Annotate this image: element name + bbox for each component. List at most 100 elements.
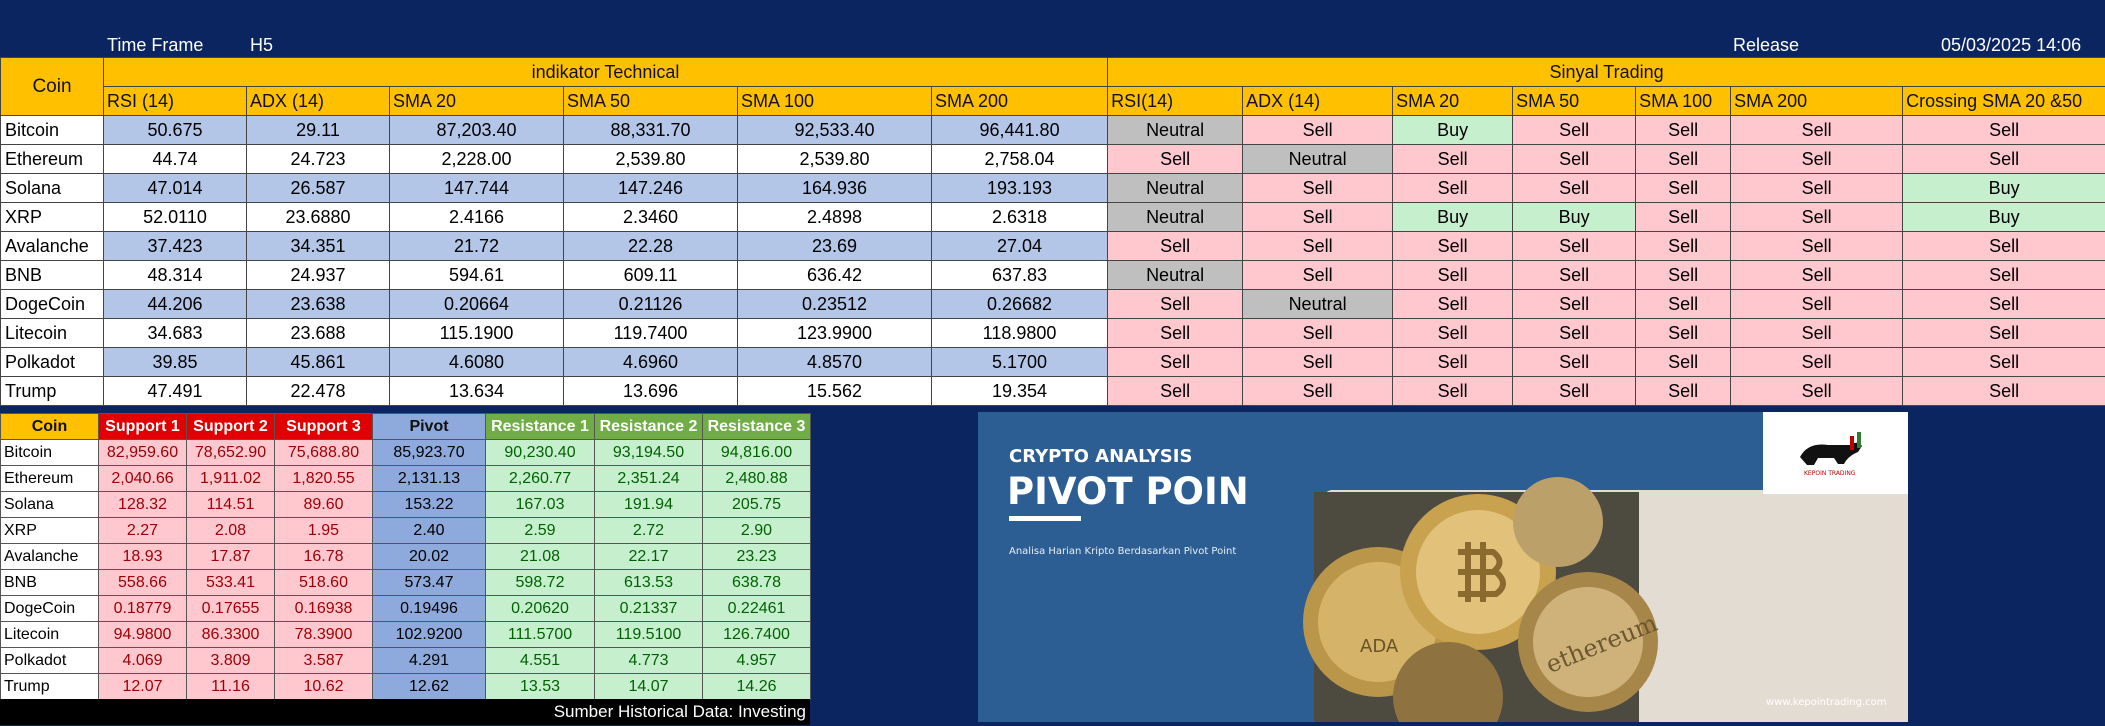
signal-value: Sell — [1635, 260, 1732, 290]
coin-name: Solana — [0, 173, 104, 203]
coin-name: Polkadot — [0, 347, 104, 377]
indicator-value: 50.675 — [103, 115, 247, 145]
signal-value: Buy — [1902, 202, 2105, 232]
resistance-value: 126.7400 — [702, 621, 811, 648]
coin-name: BNB — [0, 260, 104, 290]
data-source-text: Sumber Historical Data: Investing — [553, 702, 806, 721]
signal-value: Sell — [1635, 231, 1732, 261]
pivot-value: 2,131.13 — [372, 465, 486, 492]
support-value: 78,652.90 — [186, 439, 275, 466]
support-value: 11.16 — [186, 673, 275, 700]
coin-header: Coin — [0, 57, 104, 116]
resistance-value: 90,230.40 — [485, 439, 595, 466]
support-value: 2.08 — [186, 517, 275, 544]
support-value: 2,040.66 — [98, 465, 187, 492]
coin-name: Avalanche — [0, 543, 99, 570]
pivot-col-header: Resistance 1 — [485, 413, 595, 440]
signal-value: Sell — [1512, 318, 1637, 348]
indicator-value: 2,539.80 — [737, 144, 932, 174]
pivot-value: 102.9200 — [372, 621, 486, 648]
signal-value: Neutral — [1107, 173, 1244, 203]
indicator-value: 5.1700 — [930, 347, 1109, 377]
indicator-value: 88,331.70 — [563, 115, 738, 145]
signal-value: Sell — [1635, 202, 1732, 232]
signal-col-header: SMA 50 — [1512, 86, 1637, 116]
signal-value: Sell — [1902, 347, 2105, 377]
support-value: 86.3300 — [186, 621, 275, 648]
coin-name: Ethereum — [0, 465, 99, 492]
time-frame-value: H5 — [250, 35, 274, 55]
data-source-footer: Sumber Historical Data: Investing — [0, 699, 810, 725]
signal-value: Sell — [1242, 173, 1394, 203]
table-row: Trump 47.491 22.478 13.634 13.696 15.562 19.35… — [0, 376, 2105, 406]
support-value: 0.17655 — [186, 595, 275, 622]
resistance-value: 14.07 — [594, 673, 703, 700]
signal-value: Sell — [1242, 376, 1394, 406]
release-date: 05/03/2025 14:06 — [1941, 35, 2082, 55]
coin-ada-text: ADA — [1360, 636, 1399, 657]
indicator-value: 22.478 — [246, 376, 390, 406]
table-row: Avalanche 37.423 34.351 21.72 22.28 23.69 27.0… — [0, 231, 2105, 261]
resistance-value: 4.773 — [594, 647, 703, 674]
indicator-value: 119.7400 — [563, 318, 738, 348]
signal-value: Sell — [1635, 115, 1732, 145]
signal-value: Sell — [1902, 289, 2105, 319]
indicator-value: 15.562 — [737, 376, 932, 406]
signal-value: Sell — [1107, 376, 1244, 406]
signal-value: Sell — [1242, 347, 1394, 377]
signal-value: Sell — [1392, 347, 1514, 377]
banner-website: www.kepointrading.com — [1766, 697, 1886, 708]
support-value: 89.60 — [274, 491, 373, 518]
coin-name: Bitcoin — [0, 439, 99, 466]
support-value: 1.95 — [274, 517, 373, 544]
indicator-value: 115.1900 — [389, 318, 564, 348]
signal-value: Sell — [1730, 318, 1904, 348]
indicator-col-header: RSI (14) — [103, 86, 247, 116]
banner-title: PIVOT POIN — [1007, 470, 1249, 513]
resistance-value: 0.20620 — [485, 595, 595, 622]
support-value: 3.587 — [274, 647, 373, 674]
signal-value: Sell — [1242, 260, 1394, 290]
banner-underline — [1009, 516, 1081, 521]
indicator-value: 24.723 — [246, 144, 390, 174]
resistance-value: 4.551 — [485, 647, 595, 674]
signal-group-header: Sinyal Trading — [1107, 57, 2105, 87]
pivot-col-header: Support 3 — [274, 413, 373, 440]
resistance-value: 2,351.24 — [594, 465, 703, 492]
table-row: Solana 47.014 26.587 147.744 147.246 164.936 1… — [0, 173, 2105, 203]
support-value: 1,820.55 — [274, 465, 373, 492]
pivot-value: 2.40 — [372, 517, 486, 544]
signal-value: Buy — [1512, 202, 1637, 232]
indicator-value: 22.28 — [563, 231, 738, 261]
support-value: 75,688.80 — [274, 439, 373, 466]
indicator-value: 13.696 — [563, 376, 738, 406]
indicator-value: 0.26682 — [930, 289, 1109, 319]
support-value: 0.16938 — [274, 595, 373, 622]
resistance-value: 93,194.50 — [594, 439, 703, 466]
signal-value: Sell — [1902, 115, 2105, 145]
support-value: 128.32 — [98, 491, 187, 518]
indicator-value: 29.11 — [246, 115, 390, 145]
indicator-value: 19.354 — [930, 376, 1109, 406]
pivot-value: 12.62 — [372, 673, 486, 700]
coin-name: DogeCoin — [0, 595, 99, 622]
table-row: DogeCoin 44.206 23.638 0.20664 0.21126 0.2351… — [0, 289, 2105, 319]
pivot-value: 4.291 — [372, 647, 486, 674]
signal-value: Sell — [1635, 347, 1732, 377]
coin-name: XRP — [0, 517, 99, 544]
signal-value: Buy — [1392, 202, 1514, 232]
signal-value: Neutral — [1107, 202, 1244, 232]
indicator-value: 87,203.40 — [389, 115, 564, 145]
support-value: 0.18779 — [98, 595, 187, 622]
support-value: 78.3900 — [274, 621, 373, 648]
indicator-value: 34.351 — [246, 231, 390, 261]
logo-text: KEPOIN TRADING — [1804, 470, 1856, 477]
banner-kicker: CRYPTO ANALYSIS — [1009, 446, 1192, 467]
indicator-signal-table: Coin indikator Technical Sinyal Trading … — [0, 57, 2105, 406]
signal-value: Sell — [1107, 144, 1244, 174]
signal-col-header: ADX (14) — [1242, 86, 1394, 116]
indicator-value: 52.0110 — [103, 202, 247, 232]
bull-logo-icon — [1800, 432, 1862, 465]
indicator-value: 4.6960 — [563, 347, 738, 377]
signal-col-header: Crossing SMA 20 &50 — [1902, 86, 2105, 116]
